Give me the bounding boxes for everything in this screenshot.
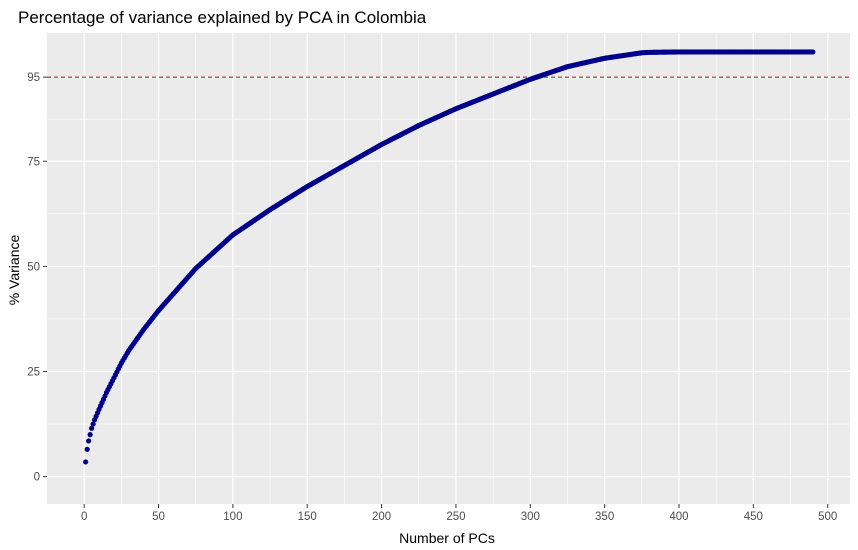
x-tick-label: 100 [223, 511, 242, 523]
x-tick-label: 400 [669, 511, 688, 523]
x-tick-label: 150 [298, 511, 317, 523]
data-points [83, 49, 816, 465]
x-tick-label: 350 [595, 511, 614, 523]
y-axis-ticks: 0 25 50 75 95 [27, 72, 47, 484]
minor-gridlines [47, 33, 850, 530]
data-point [90, 421, 96, 427]
chart-title: Percentage of variance explained by PCA … [18, 8, 427, 27]
data-point [83, 459, 89, 465]
plot-panel [47, 33, 850, 504]
x-tick-label: 500 [818, 511, 837, 523]
data-point [86, 438, 92, 444]
data-point [87, 432, 93, 438]
data-point [84, 446, 90, 452]
x-tick-label: 450 [744, 511, 763, 523]
y-tick-label: 50 [27, 261, 40, 273]
x-tick-label: 300 [521, 511, 540, 523]
x-axis-title: Number of PCs [399, 530, 495, 546]
x-tick-label: 0 [81, 511, 87, 523]
data-point [89, 425, 95, 431]
y-tick-label: 75 [27, 156, 40, 168]
y-axis-title: % Variance [6, 235, 22, 306]
y-tick-label: 95 [27, 72, 40, 84]
data-point [810, 49, 816, 55]
y-tick-label: 25 [27, 367, 40, 379]
x-tick-label: 250 [446, 511, 465, 523]
x-axis-ticks: 0 50 100 150 200 250 300 350 400 450 500 [81, 504, 837, 523]
x-tick-label: 50 [152, 511, 165, 523]
y-tick-label: 0 [34, 472, 40, 484]
x-tick-label: 200 [372, 511, 391, 523]
